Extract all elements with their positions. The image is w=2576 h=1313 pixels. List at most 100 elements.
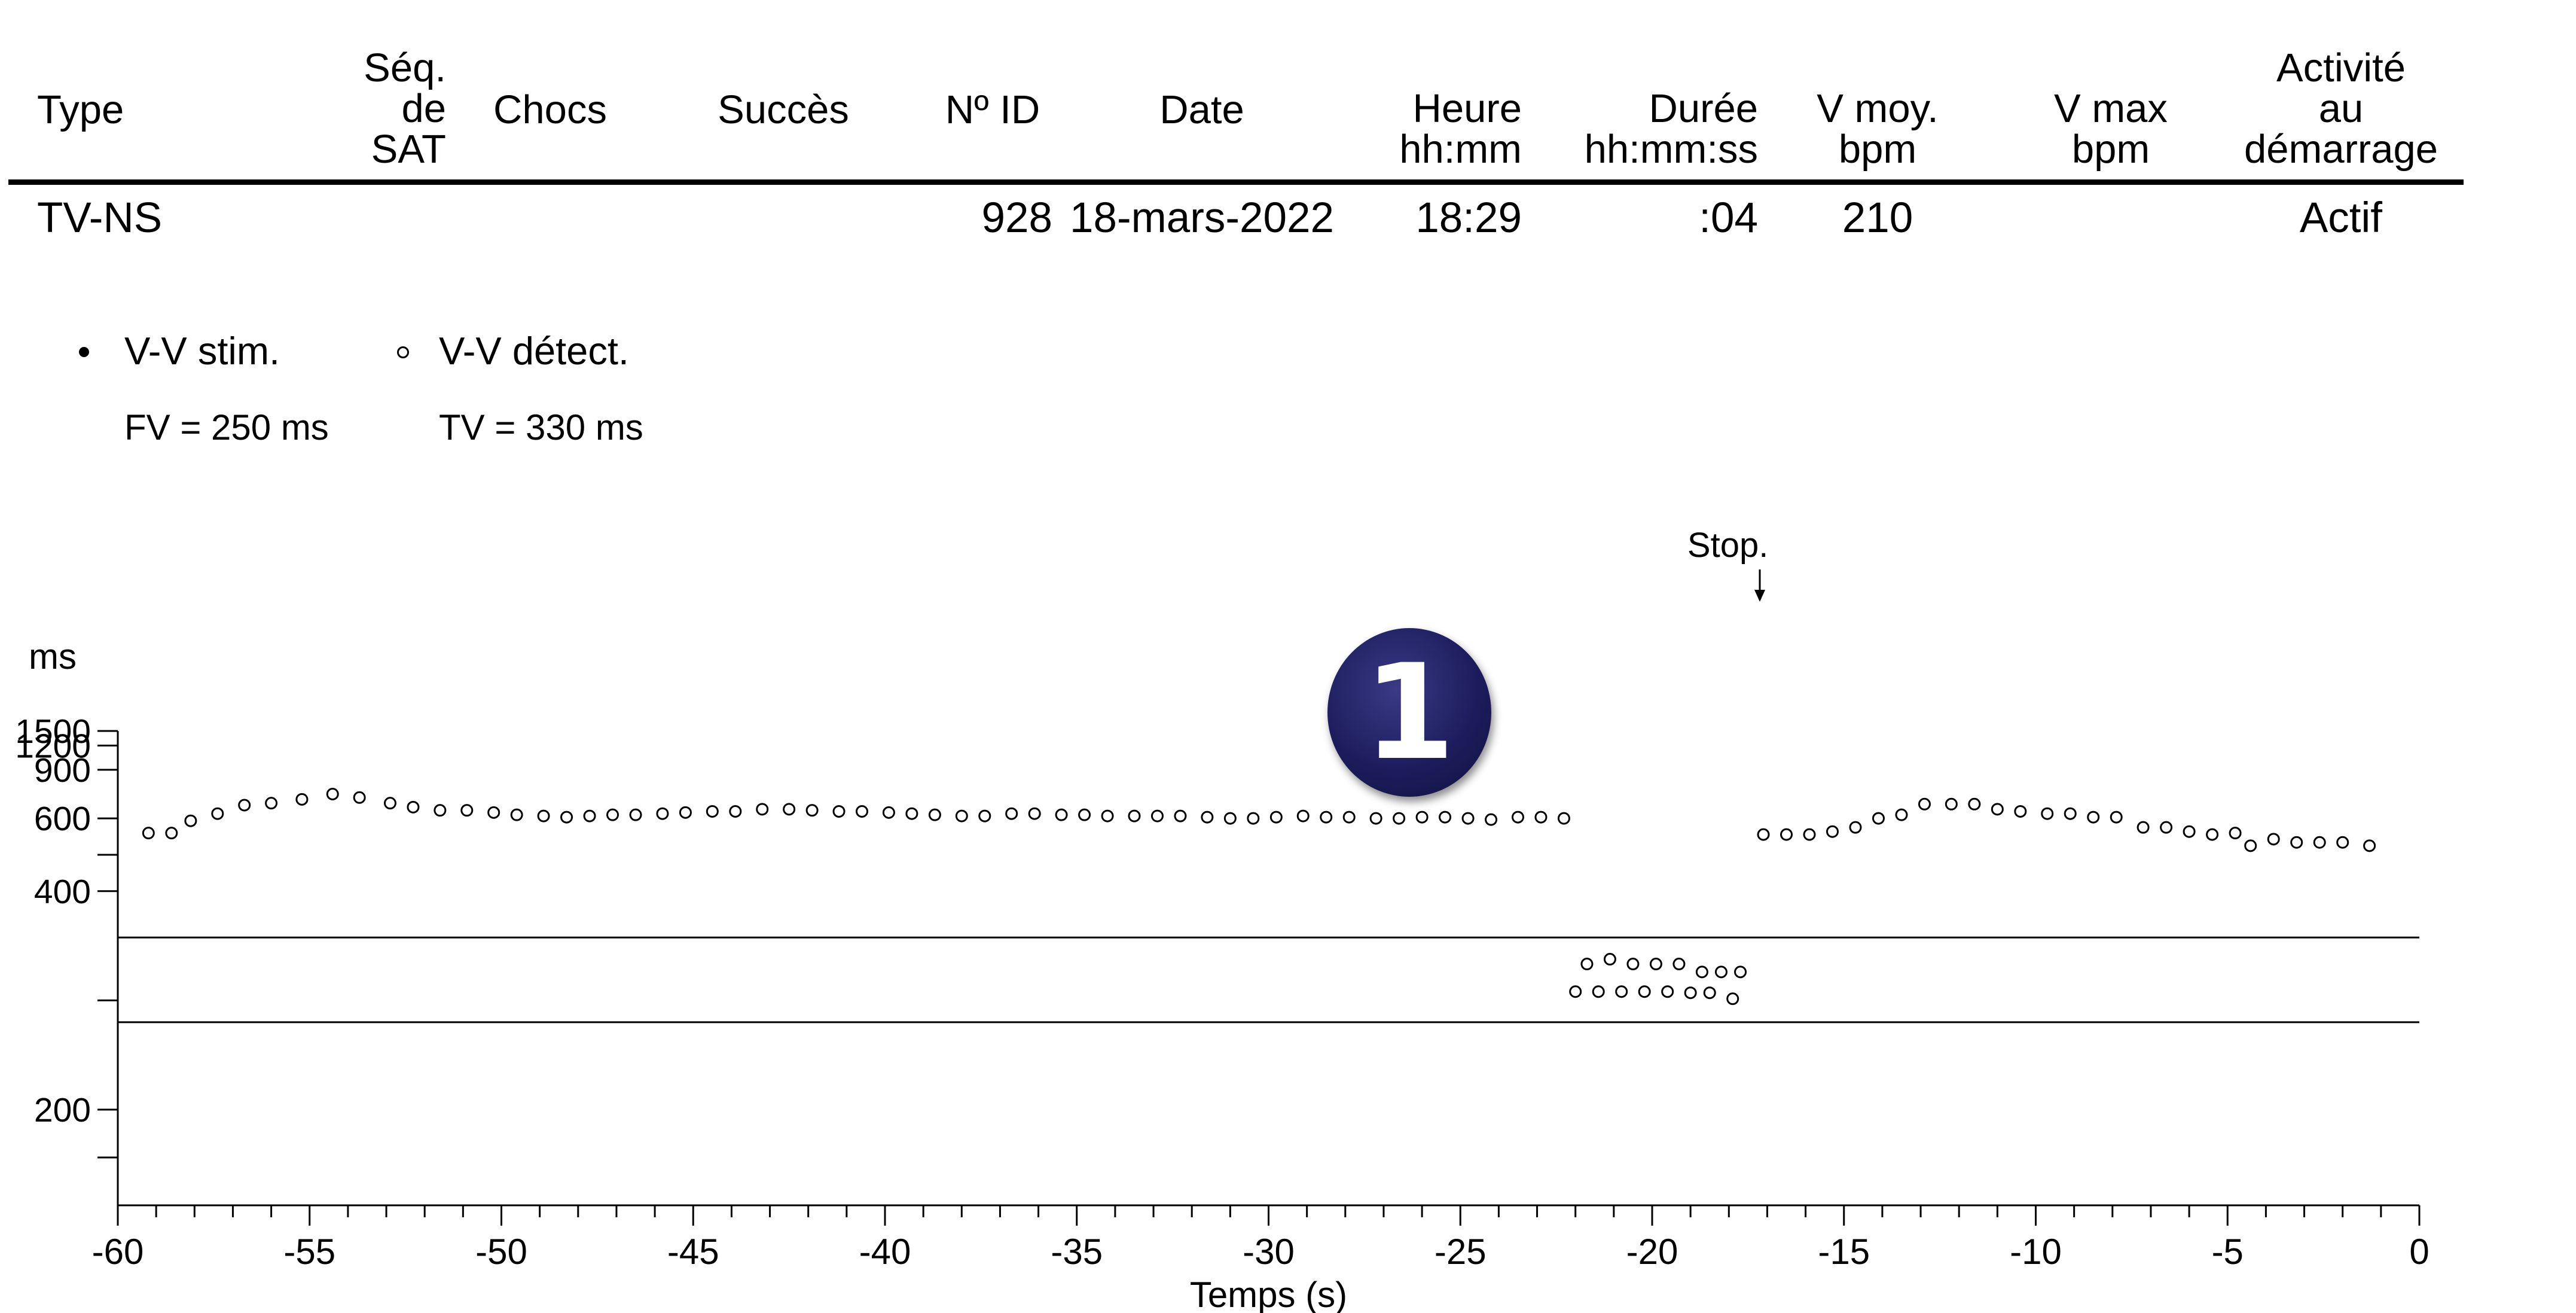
detected-interval-point <box>1296 809 1310 822</box>
detected-interval-point <box>2160 821 2173 834</box>
detected-interval-point <box>487 806 500 819</box>
detected-interval-point <box>2014 805 2027 818</box>
detected-interval-point <box>1849 821 1862 834</box>
column-header: Heure hh:mm <box>1399 86 1522 172</box>
detected-interval-point <box>1968 797 1981 811</box>
detected-interval-point <box>165 827 178 840</box>
detected-interval-point <box>1569 985 1582 998</box>
column-header: Date <box>1159 87 1244 132</box>
detected-interval-point <box>1734 965 1747 979</box>
detected-interval-point <box>142 827 155 840</box>
detected-interval-point <box>1803 828 1816 841</box>
stop-arrow-icon <box>1754 569 1765 602</box>
detected-interval-point <box>1672 958 1686 971</box>
detected-interval-point <box>1201 811 1214 824</box>
detected-interval-point <box>2229 827 2242 840</box>
detected-interval-point <box>905 807 918 820</box>
y-tick-label: 200 <box>34 1091 91 1129</box>
detected-interval-point <box>606 808 619 821</box>
x-axis-label: Temps (s) <box>1190 1275 1347 1313</box>
tv-threshold-label: TV = 330 ms <box>439 407 643 447</box>
y-tick-label: 900 <box>34 751 91 790</box>
detected-interval-point <box>238 799 251 812</box>
column-header: Nº ID <box>945 87 1040 132</box>
x-tick-label: -50 <box>475 1232 527 1272</box>
paced-legend-dot <box>79 347 89 357</box>
detected-interval-point <box>1661 985 1674 998</box>
detected-interval-point <box>1726 992 1739 1006</box>
detected-interval-point <box>1684 986 1697 1000</box>
detected-interval-point <box>2244 839 2257 852</box>
x-tick-label: -5 <box>2212 1232 2244 1272</box>
x-tick-label: -60 <box>92 1232 144 1272</box>
column-header: V moy. bpm <box>1817 86 1939 172</box>
detected-interval-point <box>1991 803 2004 816</box>
detected-interval-point <box>2087 811 2100 824</box>
table-cell: :04 <box>1699 194 1758 242</box>
detected-interval-point <box>537 809 550 822</box>
detected-interval-point <box>1369 812 1382 825</box>
detected-interval-point <box>1055 808 1068 821</box>
detected-interval-point <box>1393 812 1406 825</box>
detected-interval-point <box>1101 809 1114 822</box>
detected-interval-point <box>1269 811 1283 824</box>
detected-interval-point <box>955 809 968 822</box>
detected-interval-point <box>1895 808 1908 821</box>
detected-interval-point <box>928 808 941 821</box>
detected-interval-point <box>1342 811 1356 824</box>
detected-interval-point <box>2041 807 2054 820</box>
detected-interval-point <box>295 793 309 806</box>
header-divider <box>8 179 2464 185</box>
detected-interval-point <box>2290 836 2303 849</box>
detected-interval-point <box>2137 821 2150 834</box>
detected-interval-point <box>1649 958 1662 971</box>
detected-interval-point <box>583 809 596 822</box>
column-header: Séq. de SAT <box>364 45 446 172</box>
detected-interval-point <box>1028 807 1041 820</box>
stop-label: Stop. <box>1687 526 1769 565</box>
detected-interval-point <box>978 809 991 822</box>
detected-interval-point <box>1580 958 1594 971</box>
detected-interval-point <box>1872 812 1885 825</box>
detected-interval-point <box>805 804 819 817</box>
detected-interval-point <box>1945 797 1958 811</box>
fv-threshold-label: FV = 250 ms <box>124 407 329 447</box>
x-tick-label: -10 <box>2010 1232 2062 1272</box>
detected-interval-point <box>1223 812 1237 825</box>
stop-annotation: Stop. <box>1668 526 1788 610</box>
paced-legend-label: V-V stim. <box>124 329 280 373</box>
sensed-legend-label: V-V détect. <box>439 329 629 373</box>
detected-interval-point <box>1150 809 1164 822</box>
detected-interval-point <box>706 805 719 818</box>
chart-legend: V-V stim. FV = 250 ms V-V détect. TV = 3… <box>0 323 777 461</box>
detected-interval-point <box>1592 985 1605 998</box>
detected-interval-point <box>2336 836 2349 849</box>
step-number-badge: 1 <box>1327 628 1491 797</box>
table-cell: 928 <box>981 194 1052 242</box>
detected-interval-point <box>1557 812 1570 825</box>
detected-interval-point <box>783 803 796 816</box>
column-header: Activité au démarrage <box>2244 45 2438 172</box>
column-header: Durée hh:mm:ss <box>1584 86 1758 172</box>
detected-interval-point <box>1757 828 1770 841</box>
column-header: Chocs <box>493 87 607 132</box>
detected-interval-point <box>1615 985 1628 998</box>
table-cell: TV-NS <box>37 194 163 242</box>
detected-interval-point <box>1511 811 1524 824</box>
x-tick-label: -25 <box>1434 1232 1487 1272</box>
column-header: Type <box>37 87 124 132</box>
x-tick-label: 0 <box>2409 1232 2429 1272</box>
detected-interval-point <box>2267 833 2280 846</box>
detected-interval-point <box>1461 812 1475 825</box>
table-cell: 18:29 <box>1415 194 1522 242</box>
detected-interval-point <box>1638 985 1651 998</box>
x-tick-label: -15 <box>1818 1232 1870 1272</box>
column-header: Succès <box>718 87 849 132</box>
detected-interval-point <box>2110 811 2123 824</box>
detected-interval-point <box>353 791 366 804</box>
detected-interval-point <box>1626 958 1640 971</box>
y-tick-label: 600 <box>34 800 91 838</box>
detected-interval-point <box>560 811 573 824</box>
detected-interval-point <box>1439 811 1452 824</box>
